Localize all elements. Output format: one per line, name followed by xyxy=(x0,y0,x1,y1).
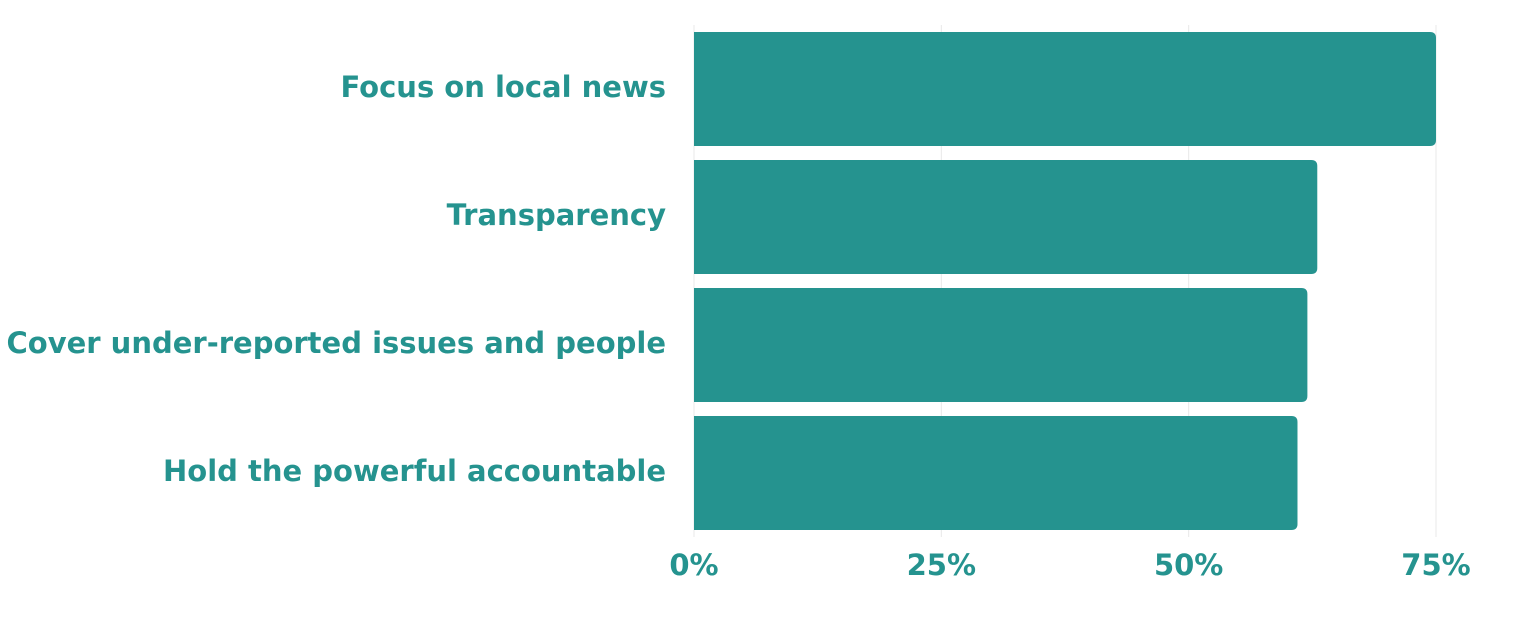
bar xyxy=(694,32,1436,146)
y-tick-label: Hold the powerful accountable xyxy=(163,454,666,488)
y-tick-label: Cover under-reported issues and people xyxy=(7,326,667,360)
bar xyxy=(694,288,1308,402)
x-tick-label: 50% xyxy=(1154,548,1223,582)
bar xyxy=(694,160,1318,274)
y-tick-label: Transparency xyxy=(447,198,667,232)
y-tick-label: Focus on local news xyxy=(341,70,666,104)
x-tick-label: 75% xyxy=(1401,548,1470,582)
x-tick-label: 0% xyxy=(669,548,718,582)
x-tick-label: 25% xyxy=(907,548,976,582)
bar xyxy=(694,416,1298,530)
